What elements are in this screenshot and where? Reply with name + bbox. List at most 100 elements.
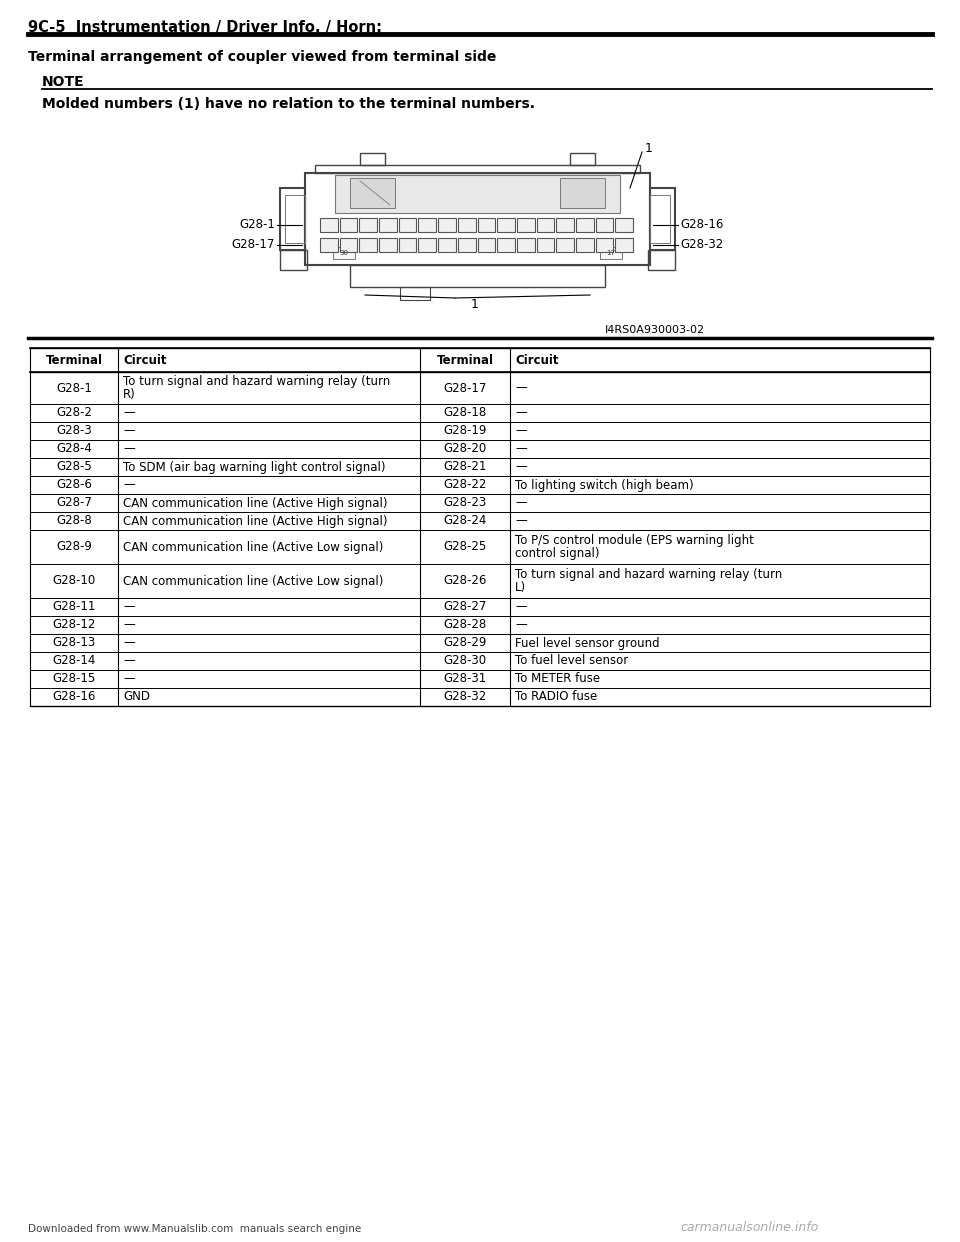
Polygon shape (379, 238, 396, 252)
Text: G28-1: G28-1 (239, 219, 275, 231)
Text: Terminal: Terminal (45, 354, 103, 366)
Text: G28-2: G28-2 (56, 406, 92, 420)
Text: G28-7: G28-7 (56, 497, 92, 509)
Bar (30, 564, 930, 597)
Text: G28-31: G28-31 (444, 672, 487, 686)
Text: L): L) (515, 581, 526, 594)
Text: G28-14: G28-14 (52, 655, 96, 667)
Text: G28-16: G28-16 (52, 691, 96, 703)
Polygon shape (320, 219, 338, 232)
Text: Terminal: Terminal (437, 354, 493, 366)
Text: —: — (123, 672, 134, 686)
Text: G28-20: G28-20 (444, 442, 487, 456)
Text: —: — (515, 497, 527, 509)
Polygon shape (516, 219, 535, 232)
Text: —: — (515, 381, 527, 395)
Polygon shape (556, 238, 574, 252)
Polygon shape (350, 178, 395, 207)
Polygon shape (359, 219, 377, 232)
Text: G28-17: G28-17 (444, 381, 487, 395)
Text: To lighting switch (high beam): To lighting switch (high beam) (515, 478, 694, 492)
Text: —: — (515, 619, 527, 631)
Text: G28-5: G28-5 (56, 461, 92, 473)
Text: To P/S control module (EPS warning light: To P/S control module (EPS warning light (515, 534, 754, 546)
Text: To turn signal and hazard warning relay (turn: To turn signal and hazard warning relay … (515, 568, 782, 581)
Bar (30, 688, 930, 705)
Text: 30: 30 (340, 250, 348, 256)
Text: Circuit: Circuit (515, 354, 559, 366)
Text: —: — (123, 442, 134, 456)
Text: control signal): control signal) (515, 546, 599, 560)
Text: G28-22: G28-22 (444, 478, 487, 492)
Text: —: — (123, 406, 134, 420)
Polygon shape (477, 219, 495, 232)
Text: —: — (515, 514, 527, 528)
Polygon shape (516, 238, 535, 252)
Text: G28-9: G28-9 (56, 540, 92, 554)
Polygon shape (379, 219, 396, 232)
Bar (30, 530, 930, 564)
Polygon shape (419, 238, 436, 252)
Text: G28-21: G28-21 (444, 461, 487, 473)
Polygon shape (438, 219, 456, 232)
Text: —: — (123, 636, 134, 650)
Text: Downloaded from www.Manualslib.com  manuals search engine: Downloaded from www.Manualslib.com manua… (28, 1225, 361, 1235)
Polygon shape (335, 175, 620, 212)
Polygon shape (595, 238, 613, 252)
Bar (30, 422, 930, 440)
Text: G28-28: G28-28 (444, 619, 487, 631)
Text: To fuel level sensor: To fuel level sensor (515, 655, 628, 667)
Text: G28-16: G28-16 (680, 219, 724, 231)
Text: G28-24: G28-24 (444, 514, 487, 528)
Text: G28-3: G28-3 (56, 425, 92, 437)
Text: G28-18: G28-18 (444, 406, 487, 420)
Text: —: — (123, 655, 134, 667)
Bar (30, 669, 930, 688)
Text: —: — (515, 600, 527, 614)
Text: G28-29: G28-29 (444, 636, 487, 650)
Text: R): R) (123, 388, 135, 401)
Text: carmanualsonline.info: carmanualsonline.info (680, 1221, 818, 1235)
Text: CAN communication line (Active High signal): CAN communication line (Active High sign… (123, 497, 388, 509)
Bar (30, 440, 930, 458)
Text: G28-6: G28-6 (56, 478, 92, 492)
Text: —: — (515, 442, 527, 456)
Text: G28-1: G28-1 (56, 381, 92, 395)
Polygon shape (576, 238, 593, 252)
Polygon shape (497, 219, 515, 232)
Polygon shape (398, 219, 417, 232)
Polygon shape (615, 238, 633, 252)
Text: —: — (515, 461, 527, 473)
Polygon shape (398, 238, 417, 252)
Bar (30, 652, 930, 669)
Polygon shape (458, 219, 475, 232)
Text: 1: 1 (471, 298, 479, 312)
Text: Fuel level sensor ground: Fuel level sensor ground (515, 636, 660, 650)
Bar (30, 597, 930, 616)
Text: G28-27: G28-27 (444, 600, 487, 614)
Bar (30, 373, 930, 404)
Text: G28-12: G28-12 (52, 619, 96, 631)
Text: 1: 1 (645, 142, 653, 154)
Text: —: — (123, 600, 134, 614)
Polygon shape (333, 247, 355, 260)
Polygon shape (560, 178, 605, 207)
Polygon shape (419, 219, 436, 232)
Polygon shape (477, 238, 495, 252)
Text: G28-32: G28-32 (444, 691, 487, 703)
Text: G28-32: G28-32 (680, 238, 723, 251)
Polygon shape (458, 238, 475, 252)
Bar (30, 404, 930, 422)
Text: G28-19: G28-19 (444, 425, 487, 437)
Text: CAN communication line (Active Low signal): CAN communication line (Active Low signa… (123, 575, 383, 587)
Text: G28-23: G28-23 (444, 497, 487, 509)
Text: G28-17: G28-17 (231, 238, 275, 251)
Bar (30, 348, 930, 373)
Polygon shape (340, 219, 357, 232)
Text: CAN communication line (Active High signal): CAN communication line (Active High sign… (123, 514, 388, 528)
Text: 17: 17 (607, 250, 615, 256)
Text: —: — (123, 425, 134, 437)
Polygon shape (497, 238, 515, 252)
Bar (30, 494, 930, 512)
Polygon shape (340, 238, 357, 252)
